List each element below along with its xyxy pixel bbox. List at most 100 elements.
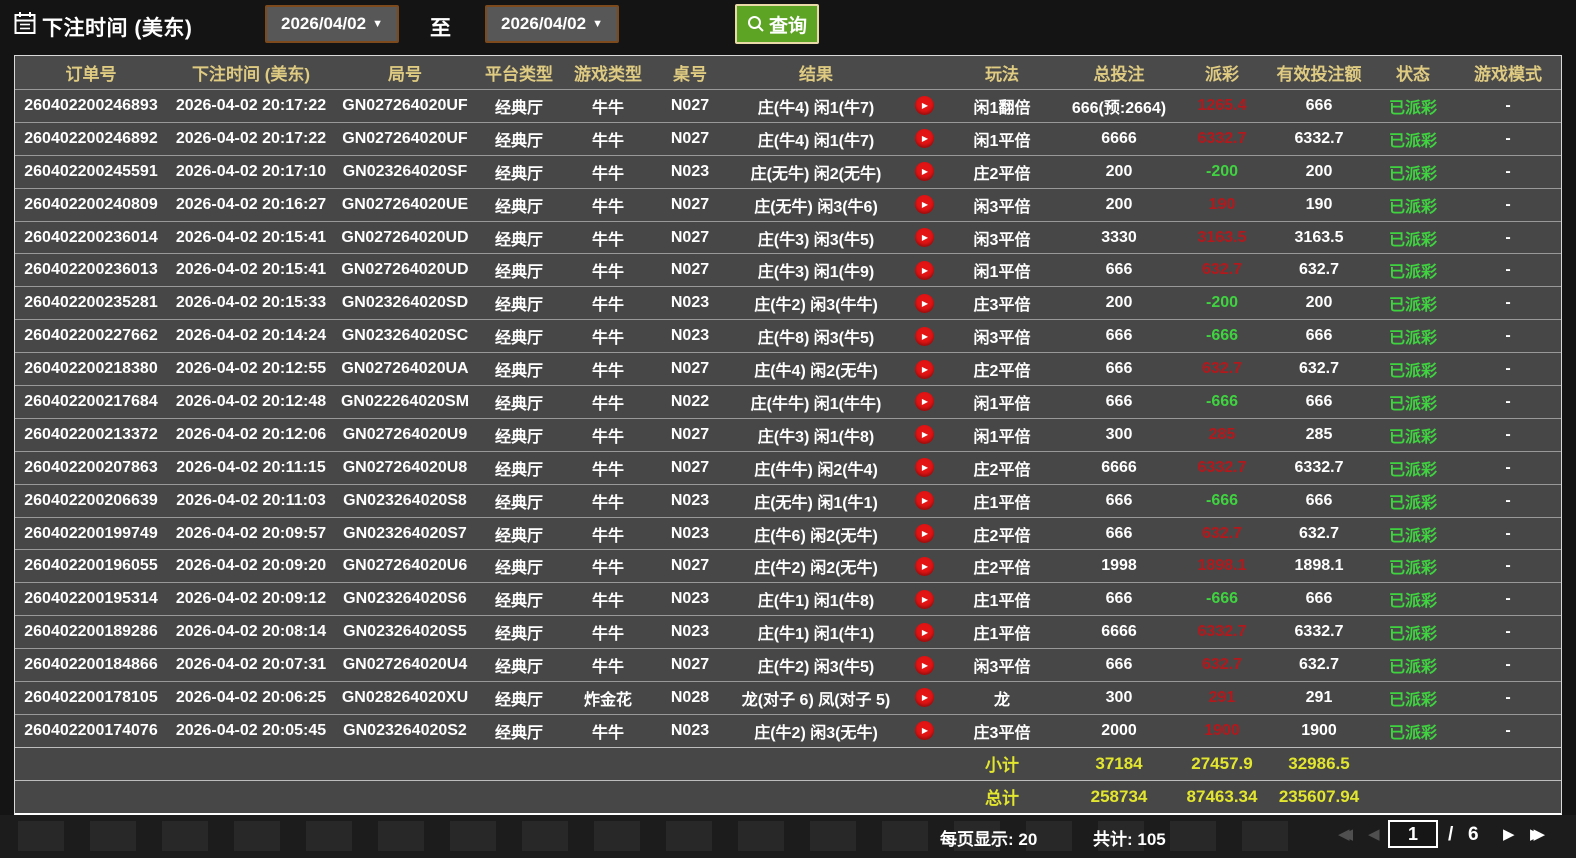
play-replay-icon[interactable]: ▶: [914, 359, 934, 379]
cell-total-bet: 666(预:2664): [1071, 99, 1167, 117]
table-header-row: 订单号 下注时间 (美东) 局号 平台类型 游戏类型 桌号 结果 玩法 总投注 …: [15, 56, 1561, 89]
total-row: 总计 258734 87463.34 235607.94: [15, 779, 1561, 813]
header-play-type: 玩法: [985, 65, 1019, 84]
chevron-down-icon: ▼: [592, 17, 603, 30]
cell-total-bet: 666: [1105, 524, 1133, 542]
cell-payout: 3163.5: [1197, 228, 1247, 246]
first-page-icon[interactable]: ◀◀: [1338, 826, 1353, 843]
play-replay-icon[interactable]: ▶: [914, 129, 934, 149]
query-button[interactable]: 查询: [735, 4, 820, 44]
cell-bet-time: 2026-04-02 20:11:03: [176, 491, 326, 509]
cell-bet-time: 2026-04-02 20:14:24: [175, 327, 327, 345]
cell-bet-time: 2026-04-02 20:16:27: [175, 195, 327, 213]
date-to-select[interactable]: 2026/04/02 ▼: [485, 5, 619, 43]
cell-table-no: N023: [670, 491, 710, 509]
cell-game-type: 牛牛: [591, 132, 624, 150]
table-row: 260402200236014 2026-04-02 20:15:41 GN02…: [15, 220, 1561, 254]
date-from-select[interactable]: 2026/04/02 ▼: [265, 5, 399, 43]
cell-platform: 经典厅: [494, 626, 543, 644]
table-row: 260402200174076 2026-04-02 20:05:45 GN02…: [15, 713, 1561, 747]
table-row: 260402200236013 2026-04-02 20:15:41 GN02…: [15, 253, 1561, 286]
cell-result: 庄(牛6) 闲2(无牛): [754, 527, 878, 545]
query-button-label: 查询: [769, 15, 808, 37]
play-replay-icon[interactable]: ▶: [914, 293, 934, 313]
cell-game-mode: -: [1505, 261, 1511, 279]
cell-play-type: 闲1平倍: [973, 395, 1031, 413]
cell-order-number: 260402200236013: [24, 261, 158, 279]
cell-platform: 经典厅: [494, 593, 543, 611]
cell-valid-bet: 632.7: [1298, 360, 1340, 378]
play-replay-icon[interactable]: ▶: [914, 162, 934, 182]
page-number-input[interactable]: [1388, 820, 1438, 848]
page-count: 6: [1468, 824, 1479, 845]
cell-game-type: 牛牛: [591, 264, 624, 282]
cell-game-mode: -: [1505, 129, 1511, 147]
header-round-id: 局号: [388, 65, 422, 84]
cell-bet-time: 2026-04-02 20:09:57: [175, 524, 327, 542]
play-replay-icon[interactable]: ▶: [914, 260, 934, 280]
cell-result: 庄(牛8) 闲3(牛5): [757, 330, 875, 348]
cell-play-type: 庄3平倍: [973, 297, 1031, 315]
cell-game-type: 牛牛: [591, 428, 624, 446]
cell-total-bet: 666: [1105, 261, 1133, 279]
cell-total-bet: 6666: [1101, 129, 1137, 147]
cell-order-number: 260402200199749: [24, 524, 158, 542]
cell-round-id: GN027264020UD: [341, 261, 469, 279]
cell-game-type: 牛牛: [591, 198, 624, 216]
play-replay-icon[interactable]: ▶: [914, 622, 934, 642]
cell-status: 已派彩: [1388, 99, 1437, 117]
cell-valid-bet: 666: [1305, 491, 1333, 509]
cell-order-number: 260402200174076: [24, 721, 158, 739]
cell-play-type: 闲1翻倍: [973, 99, 1031, 117]
cell-game-mode: -: [1505, 327, 1511, 345]
prev-page-icon[interactable]: ◀: [1368, 826, 1380, 843]
cell-table-no: N023: [670, 721, 710, 739]
cell-payout: 632.7: [1201, 360, 1243, 378]
table-row: 260402200246892 2026-04-02 20:17:22 GN02…: [15, 121, 1561, 155]
cell-play-type: 庄2平倍: [973, 461, 1031, 479]
cell-total-bet: 666: [1105, 656, 1133, 674]
play-replay-icon[interactable]: ▶: [914, 96, 934, 116]
cell-play-type: 闲3平倍: [973, 198, 1031, 216]
page-size-label: 每页显示: 20: [940, 830, 1038, 849]
cell-valid-bet: 632.7: [1298, 524, 1340, 542]
cell-play-type: 闲1平倍: [973, 132, 1031, 150]
cell-play-type: 庄2平倍: [973, 165, 1031, 183]
cell-valid-bet: 6332.7: [1294, 458, 1344, 476]
cell-result: 庄(牛3) 闲1(牛9): [757, 264, 875, 282]
cell-total-bet: 666: [1105, 327, 1133, 345]
play-replay-icon[interactable]: ▶: [914, 228, 934, 247]
cell-table-no: N027: [670, 261, 710, 279]
play-replay-icon[interactable]: ▶: [914, 392, 934, 412]
cell-round-id: GN023264020S2: [343, 721, 467, 739]
play-replay-icon[interactable]: ▶: [914, 721, 934, 741]
cell-valid-bet: 200: [1305, 294, 1333, 312]
header-total-bet: 总投注: [1093, 65, 1145, 84]
play-replay-icon[interactable]: ▶: [914, 688, 934, 708]
play-replay-icon[interactable]: ▶: [914, 524, 934, 544]
cell-table-no: N027: [670, 656, 710, 674]
next-page-icon[interactable]: ▶: [1503, 826, 1515, 843]
page-title: 下注时间 (美东): [42, 17, 193, 40]
cell-result: 庄(牛4) 闲1(牛7): [757, 132, 875, 150]
play-replay-icon[interactable]: ▶: [914, 491, 934, 511]
play-replay-icon[interactable]: ▶: [914, 326, 934, 346]
total-payout: 87463.34: [1186, 786, 1258, 806]
cell-platform: 经典厅: [494, 165, 543, 183]
play-replay-icon[interactable]: ▶: [914, 655, 934, 675]
subtotal-valid: 32986.5: [1288, 753, 1350, 773]
play-replay-icon[interactable]: ▶: [914, 556, 934, 576]
play-replay-icon[interactable]: ▶: [914, 195, 934, 215]
bet-records-table: 订单号 下注时间 (美东) 局号 平台类型 游戏类型 桌号 结果 玩法 总投注 …: [14, 55, 1562, 815]
play-replay-icon[interactable]: ▶: [914, 458, 934, 478]
cell-order-number: 260402200184866: [24, 656, 158, 674]
cell-table-no: N027: [670, 458, 710, 476]
cell-game-type: 牛牛: [591, 297, 624, 315]
last-page-icon[interactable]: ▶▶: [1530, 826, 1545, 843]
play-replay-icon[interactable]: ▶: [914, 589, 934, 609]
cell-round-id: GN027264020UA: [341, 360, 469, 378]
cell-valid-bet: 3163.5: [1294, 228, 1344, 246]
play-replay-icon[interactable]: ▶: [914, 425, 934, 445]
cell-order-number: 260402200207863: [24, 458, 158, 476]
